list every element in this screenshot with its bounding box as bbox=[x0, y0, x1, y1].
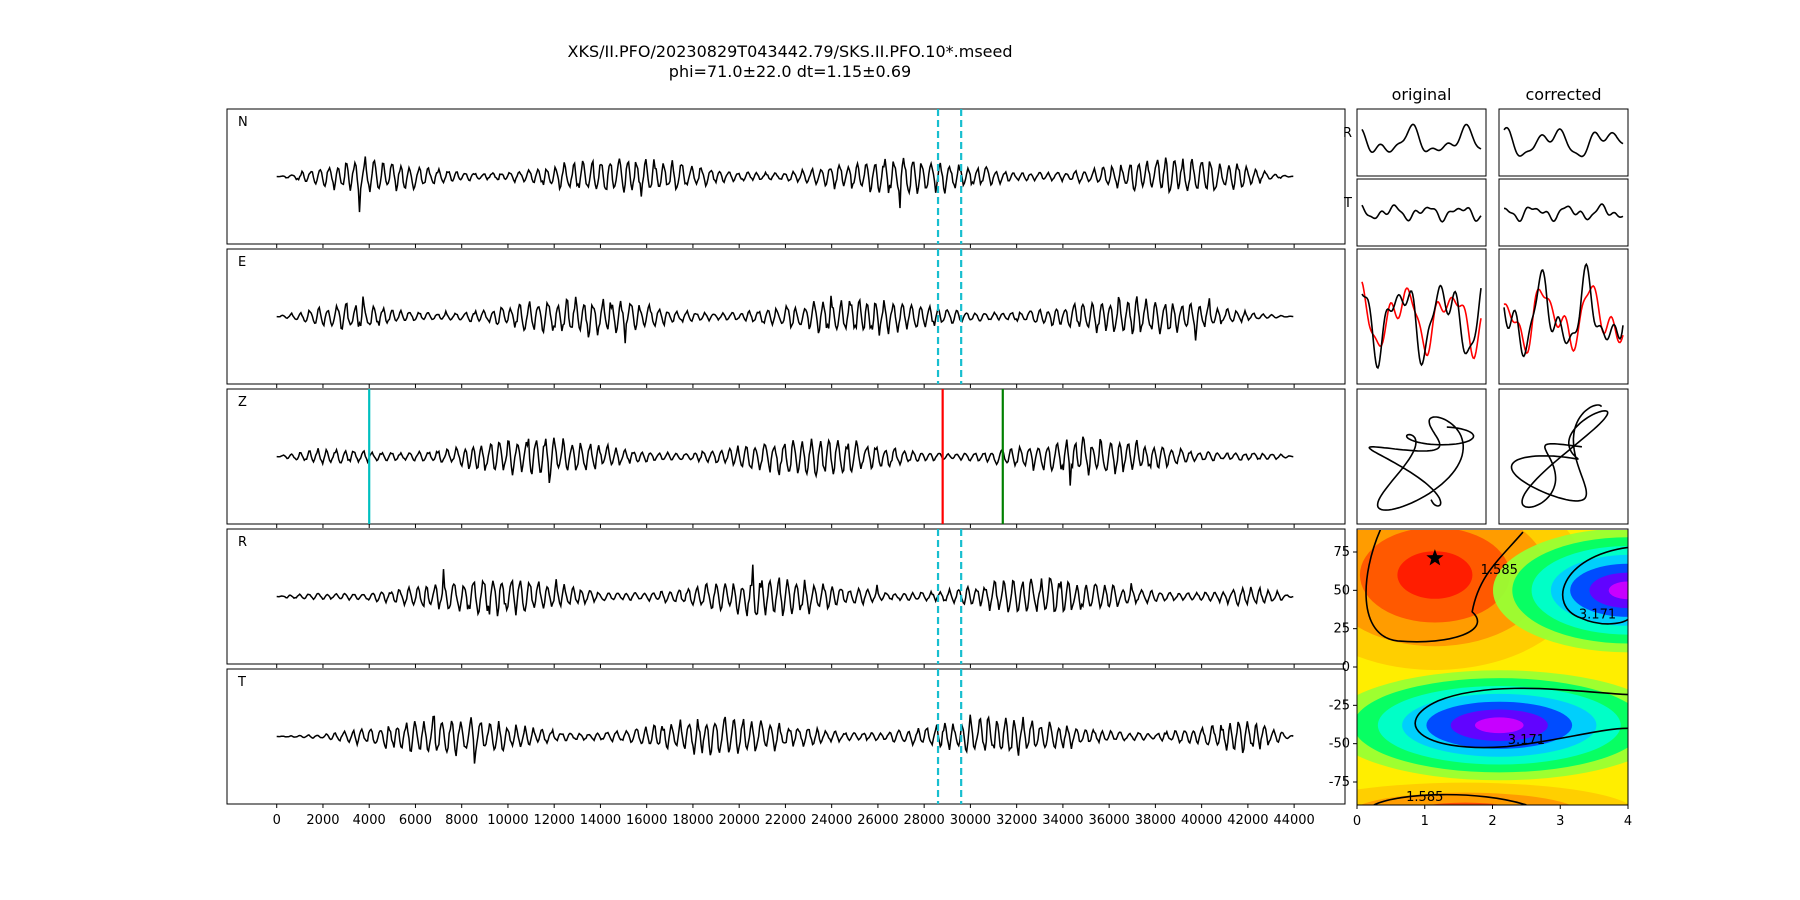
panel-Z: Z bbox=[226, 388, 1346, 528]
x-tick-label: 40000 bbox=[1181, 813, 1222, 828]
pm-cell-original-overlay bbox=[1356, 248, 1487, 385]
waveform-R bbox=[276, 564, 1294, 617]
x-tick-label: 14000 bbox=[580, 813, 621, 828]
x-tick-label: 34000 bbox=[1042, 813, 1083, 828]
particle-motion-path bbox=[1510, 404, 1609, 509]
pm-trace bbox=[1361, 284, 1482, 370]
heatmap-band bbox=[1474, 717, 1524, 734]
x-tick-label: 6000 bbox=[399, 813, 432, 828]
best-fit-star bbox=[1426, 549, 1444, 566]
contour-label: 3.171 bbox=[1508, 733, 1545, 748]
contour-label: 1.585 bbox=[1481, 563, 1518, 578]
x-tick-label: 3 bbox=[1556, 814, 1564, 829]
figure-title: XKS/II.PFO/20230829T043442.79/SKS.II.PFO… bbox=[568, 42, 1013, 61]
y-tick-label: 25 bbox=[1333, 622, 1350, 637]
panel-T: T bbox=[226, 668, 1346, 808]
pm-frame bbox=[1498, 108, 1629, 177]
channel-label: T bbox=[237, 675, 246, 690]
x-tick-label: 42000 bbox=[1227, 813, 1268, 828]
waveform-N bbox=[276, 156, 1294, 213]
waveform-T bbox=[276, 714, 1294, 764]
pm-cell-original-waveT bbox=[1356, 178, 1487, 247]
x-tick-label: 44000 bbox=[1273, 813, 1314, 828]
y-tick-label: -25 bbox=[1329, 698, 1350, 713]
pm-cell-corrected-overlay bbox=[1498, 248, 1629, 385]
x-tick-label: 0 bbox=[1353, 814, 1361, 829]
x-tick-label: 0 bbox=[273, 813, 281, 828]
y-tick-label: -50 bbox=[1329, 737, 1350, 752]
panel-R: R bbox=[226, 528, 1346, 668]
particle-motion-path bbox=[1368, 416, 1475, 511]
x-tick-label: 1 bbox=[1421, 814, 1429, 829]
pm-frame bbox=[1356, 108, 1487, 177]
panel-N: N bbox=[226, 108, 1346, 248]
contour-line bbox=[1365, 530, 1524, 643]
panel-frame bbox=[226, 248, 1346, 385]
pm-cell-corrected-waveT bbox=[1498, 178, 1629, 247]
particle-motion-panels: original corrected R T bbox=[1343, 85, 1629, 525]
heatmap-band bbox=[1360, 792, 1571, 805]
x-tick-label: 20000 bbox=[718, 813, 759, 828]
row-label-T: T bbox=[1343, 196, 1352, 211]
contour-line bbox=[1373, 793, 1527, 805]
x-tick-label: 26000 bbox=[857, 813, 898, 828]
x-tick-label: 36000 bbox=[1088, 813, 1129, 828]
x-tick-label: 2000 bbox=[306, 813, 339, 828]
pm-trace bbox=[1503, 262, 1624, 358]
x-tick-label: 12000 bbox=[534, 813, 575, 828]
heatmap-band bbox=[1357, 782, 1628, 805]
channel-label: N bbox=[238, 115, 248, 130]
pm-trace bbox=[1503, 126, 1624, 158]
contour-line bbox=[1414, 687, 1628, 749]
y-tick-label: 0 bbox=[1342, 660, 1350, 675]
contour-label: 1.585 bbox=[1406, 790, 1443, 805]
column-title-original: original bbox=[1392, 85, 1452, 104]
y-tick-label: 50 bbox=[1333, 583, 1350, 598]
row-label-R: R bbox=[1343, 126, 1352, 141]
contour-line bbox=[1562, 546, 1628, 625]
x-tick-label: 28000 bbox=[903, 813, 944, 828]
x-tick-label: 16000 bbox=[626, 813, 667, 828]
x-tick-label: 32000 bbox=[996, 813, 1037, 828]
pm-frame bbox=[1498, 178, 1629, 247]
pm-frame bbox=[1356, 248, 1487, 385]
panel-frame bbox=[226, 108, 1346, 245]
heatmap-band bbox=[1608, 581, 1628, 600]
y-tick-label: 75 bbox=[1333, 545, 1350, 560]
x-tick-label: 22000 bbox=[765, 813, 806, 828]
contour-label: 3.171 bbox=[1579, 607, 1616, 622]
pm-cell-original-loop bbox=[1356, 388, 1487, 525]
pm-trace bbox=[1504, 203, 1624, 223]
pm-trace bbox=[1361, 123, 1482, 154]
pm-cell-corrected-loop bbox=[1498, 388, 1629, 525]
seismogram-panels: N E Z R T 0 2000 4000 6000 8000 10000 12000 14000 160… bbox=[226, 108, 1346, 828]
waveform-E bbox=[276, 295, 1294, 344]
pm-cell-original-waveR bbox=[1356, 108, 1487, 177]
x-tick-label: 18000 bbox=[672, 813, 713, 828]
heatmap-band bbox=[1397, 551, 1473, 599]
channel-label: R bbox=[238, 535, 247, 550]
waveform-Z bbox=[276, 436, 1294, 486]
x-tick-label: 24000 bbox=[811, 813, 852, 828]
x-tick-label: 4000 bbox=[353, 813, 386, 828]
x-tick-label: 10000 bbox=[487, 813, 528, 828]
x-tick-label: 38000 bbox=[1135, 813, 1176, 828]
heatmap-field: 1.585 3.171 3.171 1.585 bbox=[1357, 530, 1628, 805]
pm-trace bbox=[1361, 204, 1482, 223]
figure-subtitle: phi=71.0±22.0 dt=1.15±0.69 bbox=[669, 62, 911, 81]
heatmap-band bbox=[1429, 802, 1502, 805]
x-tick-label: 2 bbox=[1488, 814, 1496, 829]
y-tick-label: -75 bbox=[1329, 775, 1350, 790]
channel-label: Z bbox=[238, 395, 247, 410]
panel-E: E bbox=[226, 248, 1346, 388]
x-tick-label: 4 bbox=[1624, 814, 1632, 829]
energy-grid-panel: 1.585 3.171 3.171 1.585 75 50 25 0 -25 -50 -75 0 1 2 3… bbox=[1329, 528, 1632, 829]
x-tick-label: 8000 bbox=[445, 813, 478, 828]
column-title-corrected: corrected bbox=[1525, 85, 1601, 104]
pm-frame bbox=[1356, 388, 1487, 525]
channel-label: E bbox=[238, 255, 246, 270]
x-tick-label: 30000 bbox=[950, 813, 991, 828]
pm-cell-corrected-waveR bbox=[1498, 108, 1629, 177]
